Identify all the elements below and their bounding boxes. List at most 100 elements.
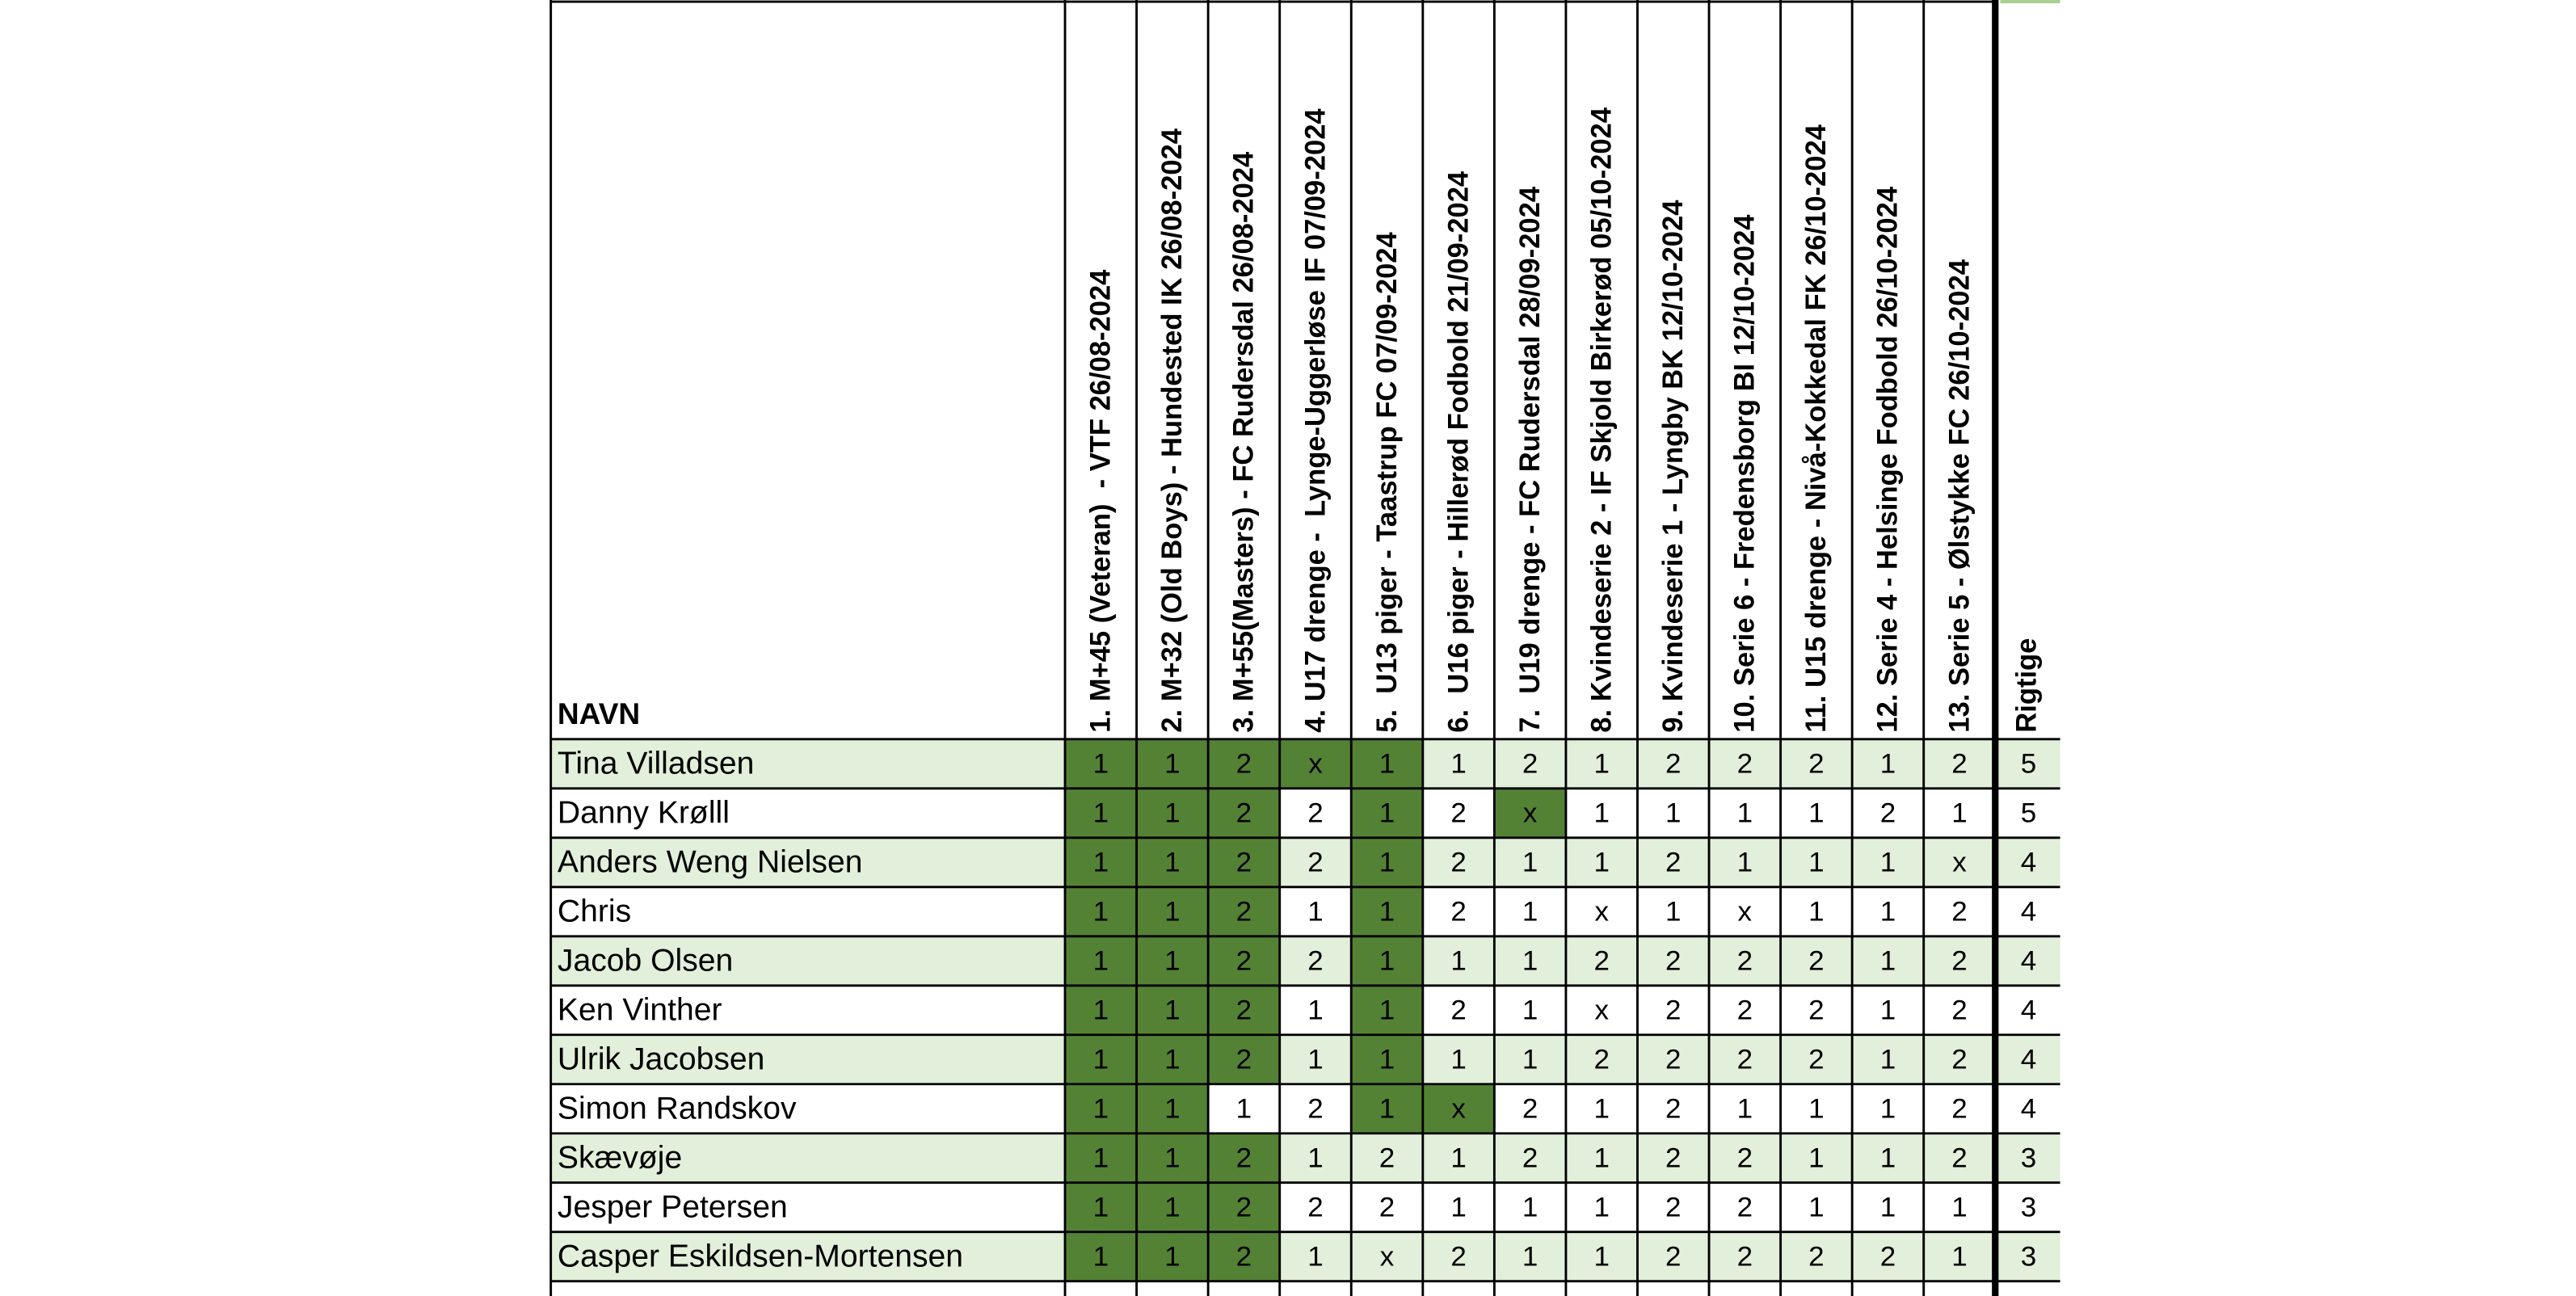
pick-cell: 2 xyxy=(1665,1242,1681,1273)
pick-cell: 2 xyxy=(1236,749,1252,780)
pick-cell: 1 xyxy=(1093,946,1109,977)
pick-cell: 1 xyxy=(1593,1242,1609,1273)
correct-cell xyxy=(1065,1231,1137,1281)
correct-cell xyxy=(1065,788,1137,838)
player-name: Chris xyxy=(558,894,631,929)
pick-cell: 1 xyxy=(1880,749,1896,780)
game-header: 9. Kvindeserie 1 - Lyngby BK 12/10-2024 xyxy=(1658,200,1689,733)
correct-cell xyxy=(1208,1133,1280,1183)
correct-cell xyxy=(1136,1231,1209,1281)
pick-cell: 2 xyxy=(1307,848,1323,878)
pick-cell: 1 xyxy=(1379,1045,1395,1075)
game-header: 3. M+55(Masters) - FC Rudersdal 26/08-20… xyxy=(1229,151,1260,733)
correct-cell xyxy=(1208,886,1280,936)
correct-cell xyxy=(1351,837,1423,887)
pick-cell: 2 xyxy=(1880,798,1896,829)
pick-cell: 1 xyxy=(1164,749,1180,780)
score-cell: 4 xyxy=(2021,1094,2036,1125)
pick-cell: 2 xyxy=(1522,1094,1538,1125)
pick-cell: 1 xyxy=(1808,848,1824,878)
pick-cell: 1 xyxy=(1379,1094,1395,1125)
name-header: NAVN xyxy=(558,697,640,730)
pick-cell: 2 xyxy=(1379,1193,1395,1223)
pick-cell: 1 xyxy=(1379,897,1395,928)
pick-cell: 1 xyxy=(1307,1143,1323,1174)
correct-cell xyxy=(1136,985,1209,1035)
pick-cell: 1 xyxy=(1379,798,1395,829)
pick-cell: 1 xyxy=(1880,1094,1896,1125)
pick-cell: 2 xyxy=(1593,946,1609,977)
correct-cell xyxy=(1136,1034,1209,1084)
cell-accent xyxy=(2000,0,2060,4)
game-header: 6. U16 piger - Hillerød Fodbold 21/09-20… xyxy=(1443,170,1474,732)
correct-cell xyxy=(1208,1034,1280,1084)
pick-cell: 1 xyxy=(1593,1143,1609,1174)
pick-cell: 1 xyxy=(1093,1143,1109,1174)
player-name: Tina Villadsen xyxy=(558,747,755,781)
pick-cell: x xyxy=(1594,995,1609,1026)
game-header: 2. M+32 (Old Boys) - Hundested IK 26/08-… xyxy=(1157,128,1188,732)
pick-cell: 1 xyxy=(1880,848,1896,878)
pick-cell: 1 xyxy=(1164,1193,1180,1223)
pick-cell: 1 xyxy=(1093,1193,1109,1223)
pick-cell: 1 xyxy=(1808,897,1824,928)
pick-cell: 2 xyxy=(1236,897,1252,928)
correct-cell xyxy=(1208,738,1280,789)
correct-cell xyxy=(1351,788,1423,838)
pick-cell: 2 xyxy=(1450,995,1466,1026)
correct-cell xyxy=(1136,738,1209,789)
pick-cell: 2 xyxy=(1236,798,1252,829)
correct-cell xyxy=(1208,1231,1280,1281)
pick-cell: 1 xyxy=(1808,798,1824,829)
pick-cell: 2 xyxy=(1236,1242,1252,1273)
pick-cell: 2 xyxy=(1236,1143,1252,1174)
pick-cell: x xyxy=(1738,897,1753,928)
pick-cell: 1 xyxy=(1307,1242,1323,1273)
pick-cell: 1 xyxy=(1522,1242,1538,1273)
pick-cell: 1 xyxy=(1880,1143,1896,1174)
player-name: Jacob Olsen xyxy=(558,944,733,978)
pick-cell: 1 xyxy=(1522,995,1538,1026)
correct-cell xyxy=(1136,1182,1209,1232)
score-cell: 4 xyxy=(2021,946,2036,977)
pick-cell: 2 xyxy=(1236,848,1252,878)
pick-cell: 2 xyxy=(1665,946,1681,977)
player-name: Casper Eskildsen-Mortensen xyxy=(558,1239,963,1274)
player-name: Anders Weng Nielsen xyxy=(558,845,863,880)
pick-cell: 1 xyxy=(1164,1045,1180,1075)
correct-cell xyxy=(1208,788,1280,838)
pick-cell: 1 xyxy=(1808,1193,1824,1223)
game-header: 5. U13 piger - Taastrup FC 07/09-2024 xyxy=(1372,232,1403,733)
correct-cell xyxy=(1351,1034,1423,1084)
pick-cell: 2 xyxy=(1737,1242,1753,1273)
pick-cell: 2 xyxy=(1951,946,1967,977)
row-stripe xyxy=(550,1133,2060,1183)
correct-cell xyxy=(1065,1182,1137,1232)
pick-cell: 1 xyxy=(1951,1193,1967,1223)
pick-cell: 1 xyxy=(1164,1143,1180,1174)
correct-cell xyxy=(1065,1133,1137,1183)
player-name: Ulrik Jacobsen xyxy=(558,1042,765,1077)
pick-cell: 2 xyxy=(1522,1143,1538,1174)
row-stripe xyxy=(550,1231,2060,1281)
pick-cell: 1 xyxy=(1522,897,1538,928)
pick-cell: 1 xyxy=(1093,848,1109,878)
score-header: Rigtige xyxy=(2012,638,2043,733)
pick-cell: 2 xyxy=(1808,995,1824,1026)
pick-cell: x xyxy=(1952,848,1967,878)
pick-cell: 1 xyxy=(1665,798,1681,829)
pick-cell: 2 xyxy=(1808,749,1824,780)
player-name: Danny Krølll xyxy=(558,796,730,831)
row-stripe xyxy=(550,1034,2060,1084)
pick-cell: 1 xyxy=(1880,946,1896,977)
correct-cell xyxy=(1065,738,1137,789)
score-cell: 4 xyxy=(2021,995,2036,1026)
correct-cell xyxy=(1065,837,1137,887)
player-name: Ken Vinther xyxy=(558,993,722,1028)
pick-cell: 1 xyxy=(1236,1094,1252,1125)
player-name: Jesper Petersen xyxy=(558,1190,788,1225)
pick-cell: 2 xyxy=(1665,995,1681,1026)
pick-cell: 2 xyxy=(1236,1045,1252,1075)
game-header: 12. Serie 4 - Helsinge Fodbold 26/10-202… xyxy=(1873,186,1904,732)
game-header: 1. M+45 (Veteran) - VTF 26/08-2024 xyxy=(1085,269,1116,733)
